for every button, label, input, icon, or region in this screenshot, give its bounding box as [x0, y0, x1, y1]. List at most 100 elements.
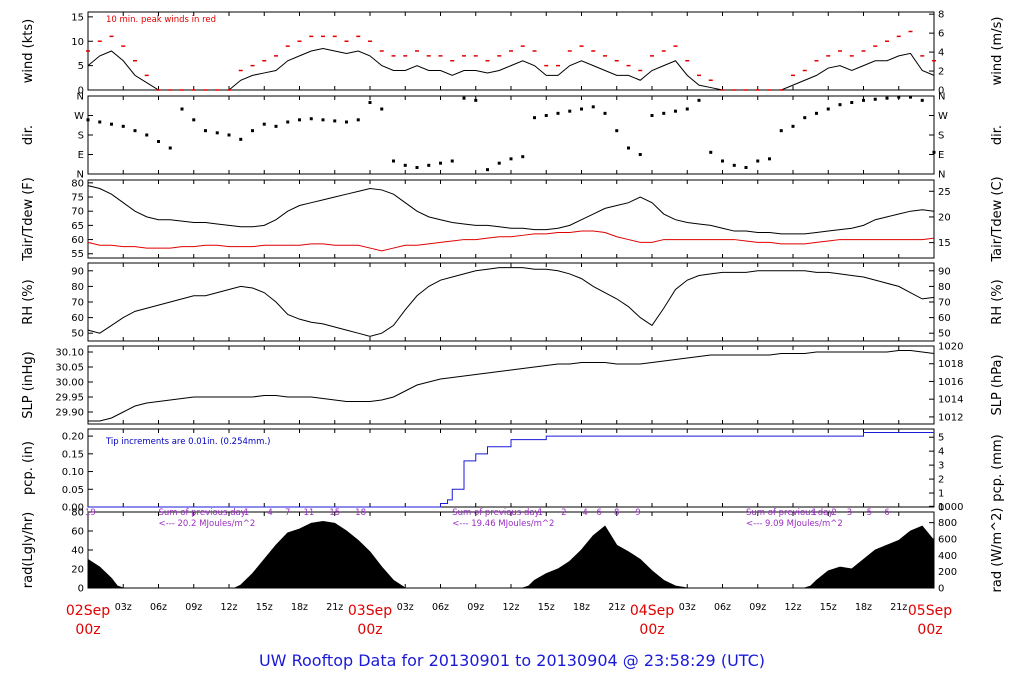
left-tick-label: 0.00 — [62, 503, 84, 514]
dir-point — [885, 96, 889, 100]
radiation-hour-number: 1 — [538, 508, 543, 518]
right-tick-label: 1020 — [938, 342, 963, 353]
dir-point — [286, 120, 290, 124]
left-tick-label: 60 — [71, 235, 84, 246]
x-tick-label: 09z — [467, 602, 484, 613]
radiation-sum-note: <--- 19.46 MJoules/m^2 — [452, 519, 554, 529]
dir-point — [591, 105, 595, 109]
panel-temp: 55 60 65 70 75 80 15 20 25 Tair/Tdew (F) Tair/Tdew… — [21, 176, 1005, 262]
left-tick-label: 0.20 — [62, 432, 84, 443]
series-area-rad — [87, 520, 935, 589]
left-tick-label: 60 — [71, 313, 84, 324]
x-date-label: 02Sep — [66, 603, 110, 619]
left-axis-label: pcp. (in) — [21, 441, 36, 495]
x-tick-label: 12z — [784, 602, 801, 613]
left-axis-label: Tair/Tdew (F) — [21, 177, 36, 262]
right-axis-label: Tair/Tdew (C) — [990, 176, 1005, 262]
radiation-hour-number: 15 — [329, 508, 340, 518]
left-tick-label: 70 — [71, 298, 84, 309]
dir-point — [838, 103, 842, 107]
right-tick-label: 2 — [938, 67, 944, 78]
dir-point — [380, 107, 384, 111]
right-tick-label: 0 — [938, 86, 944, 97]
right-tick-label: 800 — [938, 518, 957, 529]
dir-point — [932, 150, 936, 154]
radiation-hour-number: 18 — [355, 508, 366, 518]
dir-point — [709, 150, 713, 154]
left-tick-label: 70 — [71, 207, 84, 218]
dir-point — [544, 114, 548, 117]
panel-annotation: Tip increments are 0.01in. (0.254mm.) — [105, 437, 270, 447]
x-tick-label: 21z — [890, 602, 907, 613]
dir-point — [873, 97, 877, 101]
dir-point — [309, 117, 313, 121]
radiation-hour-number: 4 — [582, 508, 587, 518]
radiation-hour-number: 8 — [614, 508, 619, 518]
left-axis-label: SLP (inHg) — [21, 351, 36, 419]
dir-point — [521, 155, 525, 159]
right-tick-label: 8 — [938, 10, 944, 21]
panel-frame — [87, 262, 935, 342]
x-date-time-label: 00z — [917, 622, 942, 638]
right-axis-label: dir. — [990, 125, 1005, 145]
left-tick-label: 0.10 — [62, 467, 84, 478]
dir-point — [356, 118, 360, 122]
left-tick-label: N — [77, 92, 84, 103]
right-tick-label: 90 — [938, 266, 951, 277]
dir-point — [685, 107, 689, 111]
dir-point — [345, 120, 348, 124]
dir-point — [86, 118, 90, 122]
x-tick-label: 03z — [679, 602, 696, 613]
left-tick-label: 20 — [71, 565, 84, 576]
dir-point — [862, 98, 865, 102]
dir-point — [215, 131, 219, 135]
dir-point — [333, 119, 337, 123]
x-date-time-label: 00z — [75, 622, 100, 638]
x-date-time-label: 00z — [357, 622, 382, 638]
dir-point — [638, 153, 642, 156]
panel-slp: 29.90 29.95 30.00 30.05 30.10 1012 1014 1016 101… — [21, 342, 1005, 425]
panel-pcp: 0.00 0.05 0.10 0.15 0.20 0 1 2 3 4 5 pcp. (in) pcp. … — [21, 428, 1005, 514]
x-tick-label: 15z — [256, 602, 273, 613]
left-tick-label: 29.95 — [55, 393, 84, 404]
right-tick-label: 0 — [938, 584, 944, 595]
radiation-sum-note: Sum of previous day — [452, 508, 539, 518]
left-tick-label: 75 — [71, 193, 84, 204]
dir-point — [920, 98, 924, 102]
dir-point — [674, 109, 677, 113]
dir-point — [439, 161, 442, 165]
right-axis-label: rad (W/m^2) — [990, 508, 1005, 593]
left-tick-label: S — [78, 131, 84, 142]
chart-title: UW Rooftop Data for 20130901 to 20130904… — [259, 651, 765, 670]
dir-point — [110, 122, 113, 126]
dir-point — [627, 146, 630, 150]
dir-point — [392, 159, 395, 163]
dir-point — [262, 122, 266, 126]
left-tick-label: 0 — [78, 584, 84, 595]
dir-point — [815, 111, 818, 115]
radiation-hour-number: 6 — [596, 508, 601, 518]
dir-point — [768, 157, 771, 161]
radiation-sum-note: <--- 20.2 MJoules/m^2 — [159, 519, 256, 529]
right-tick-label: 25 — [938, 187, 951, 198]
right-tick-label: N — [938, 92, 945, 103]
right-tick-label: 4 — [938, 48, 944, 59]
right-tick-label: 1012 — [938, 412, 963, 423]
dir-point — [509, 157, 513, 161]
left-tick-label: 40 — [71, 546, 84, 557]
right-tick-label: 60 — [938, 313, 951, 324]
right-tick-label: 400 — [938, 551, 957, 562]
dir-point — [168, 146, 172, 150]
x-date-label: 05Sep — [908, 603, 952, 619]
x-date-label: 03Sep — [348, 603, 392, 619]
dir-point — [497, 161, 501, 165]
radiation-hour-number: 1 — [811, 508, 816, 518]
right-tick-label: 6 — [938, 29, 944, 40]
right-tick-label: W — [938, 111, 948, 122]
left-tick-label: 90 — [71, 266, 84, 277]
series-line-Tdew — [87, 230, 935, 252]
dir-point — [98, 120, 102, 124]
right-axis-label: RH (%) — [990, 279, 1005, 324]
radiation-hour-number: 7 — [285, 508, 290, 518]
